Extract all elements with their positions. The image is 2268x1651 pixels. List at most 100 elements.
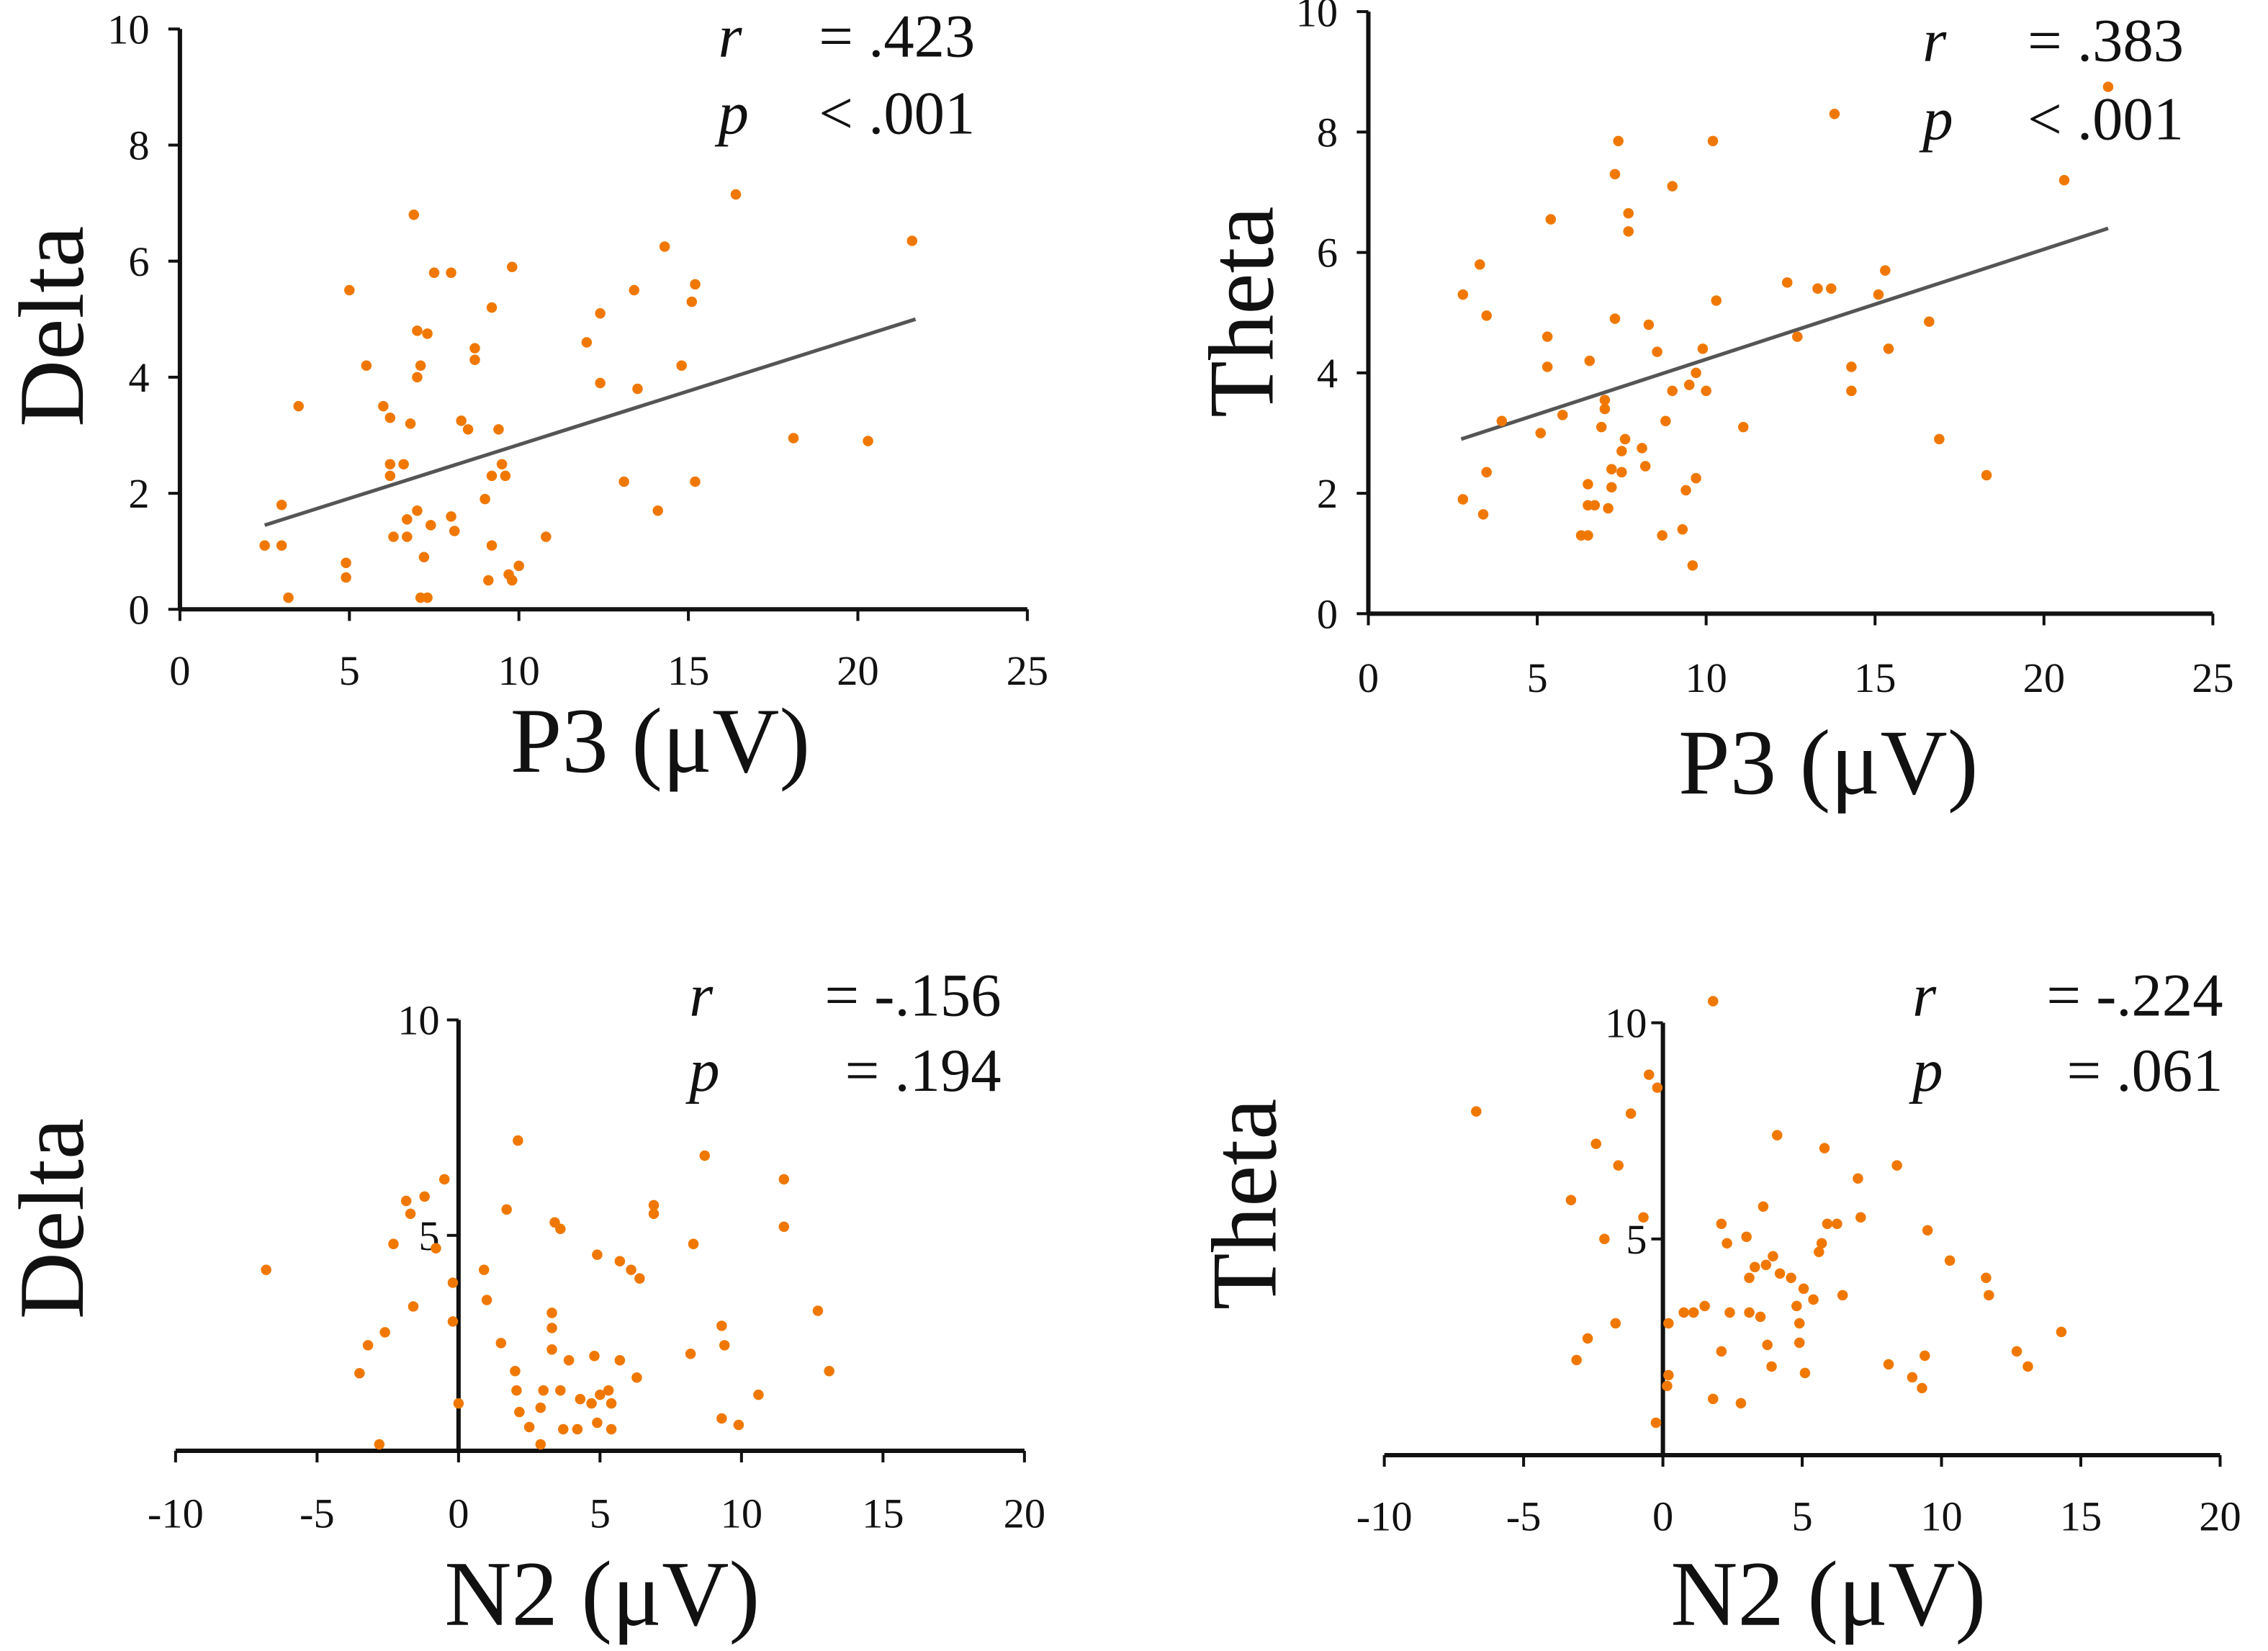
- point: [1816, 1238, 1827, 1249]
- point: [415, 360, 426, 372]
- point: [478, 1264, 490, 1275]
- point: [1616, 446, 1627, 456]
- point: [1584, 355, 1596, 366]
- point: [495, 1338, 507, 1349]
- point: [1812, 283, 1823, 294]
- x-tick-label: 5: [590, 1490, 611, 1537]
- point: [1545, 214, 1557, 225]
- point: [513, 560, 524, 572]
- point: [1677, 523, 1688, 535]
- point: [595, 307, 606, 319]
- point: [1707, 996, 1719, 1007]
- point: [1667, 385, 1678, 397]
- point: [589, 1351, 600, 1362]
- x-tick-label: -10: [1356, 1493, 1413, 1540]
- stat-symbol: r: [719, 4, 743, 71]
- point: [422, 592, 433, 603]
- point: [501, 1204, 512, 1215]
- point: [1610, 1318, 1621, 1329]
- point: [1846, 361, 1857, 372]
- y-tick-label: 4: [128, 354, 149, 401]
- point: [1716, 1218, 1727, 1229]
- point: [486, 470, 498, 482]
- point: [716, 1321, 727, 1331]
- point: [1984, 1290, 1994, 1301]
- point: [595, 377, 606, 389]
- point: [863, 436, 873, 446]
- point: [1688, 1307, 1699, 1318]
- x-tick-label: 0: [448, 1490, 469, 1537]
- point: [1794, 1337, 1805, 1349]
- point: [481, 1295, 492, 1305]
- point: [606, 1398, 617, 1409]
- point: [1760, 1259, 1772, 1271]
- point: [1662, 1380, 1673, 1392]
- point: [486, 540, 498, 551]
- point: [1920, 1350, 1930, 1362]
- point: [1744, 1272, 1755, 1284]
- point: [730, 189, 742, 200]
- stat-value: = .061: [2067, 1038, 2223, 1105]
- point: [449, 526, 460, 536]
- point: [614, 1256, 626, 1267]
- point: [690, 279, 701, 290]
- point: [1766, 1361, 1777, 1372]
- point: [1762, 1339, 1773, 1351]
- point: [1660, 415, 1671, 426]
- point: [1638, 1212, 1649, 1223]
- point: [480, 493, 490, 505]
- point: [733, 1419, 744, 1431]
- y-tick-label: 10: [1296, 0, 1338, 35]
- point: [648, 1208, 660, 1220]
- stat-value: < .001: [2028, 86, 2184, 153]
- y-axis-title: Delta: [0, 1118, 103, 1319]
- point: [1691, 367, 1701, 379]
- stat-symbol: r: [1912, 962, 1937, 1029]
- point: [1613, 135, 1624, 147]
- point: [581, 337, 593, 348]
- point: [1652, 346, 1662, 357]
- point: [2058, 175, 2070, 186]
- point: [1481, 467, 1492, 478]
- point: [778, 1174, 790, 1185]
- point: [1750, 1261, 1760, 1273]
- point: [1616, 467, 1627, 478]
- point: [652, 505, 663, 516]
- point: [507, 261, 518, 273]
- point: [1814, 1246, 1824, 1258]
- stat-value: = .194: [845, 1038, 1002, 1105]
- point: [276, 499, 287, 510]
- point: [1471, 1106, 1482, 1117]
- point: [523, 1421, 535, 1433]
- point: [1619, 433, 1631, 445]
- point: [719, 1340, 730, 1351]
- point: [1981, 1272, 1992, 1284]
- point: [1922, 1225, 1933, 1236]
- point: [1744, 1307, 1755, 1318]
- stat-value: = .423: [819, 4, 975, 71]
- point: [595, 1389, 606, 1400]
- point: [514, 1406, 525, 1418]
- point: [1707, 135, 1719, 147]
- point: [1846, 385, 1857, 397]
- point: [510, 1365, 521, 1377]
- point: [1741, 1231, 1752, 1243]
- point: [388, 531, 399, 542]
- point: [1832, 1218, 1842, 1229]
- x-axis-title: N2 (μV): [1670, 1542, 1986, 1645]
- point: [362, 1340, 374, 1351]
- point: [1475, 259, 1485, 270]
- point: [2011, 1346, 2022, 1357]
- point: [1496, 415, 1508, 426]
- y-tick-label: 0: [128, 586, 149, 633]
- x-tick-label: 20: [837, 647, 878, 694]
- point: [546, 1308, 557, 1318]
- point: [1924, 316, 1935, 328]
- x-tick-label: 0: [1652, 1493, 1673, 1540]
- x-tick-label: 5: [1791, 1493, 1812, 1540]
- y-tick-label: 5: [1626, 1216, 1647, 1263]
- y-tick-label: 2: [1317, 470, 1338, 517]
- stat-value: = .383: [2028, 8, 2184, 75]
- point: [1711, 295, 1722, 306]
